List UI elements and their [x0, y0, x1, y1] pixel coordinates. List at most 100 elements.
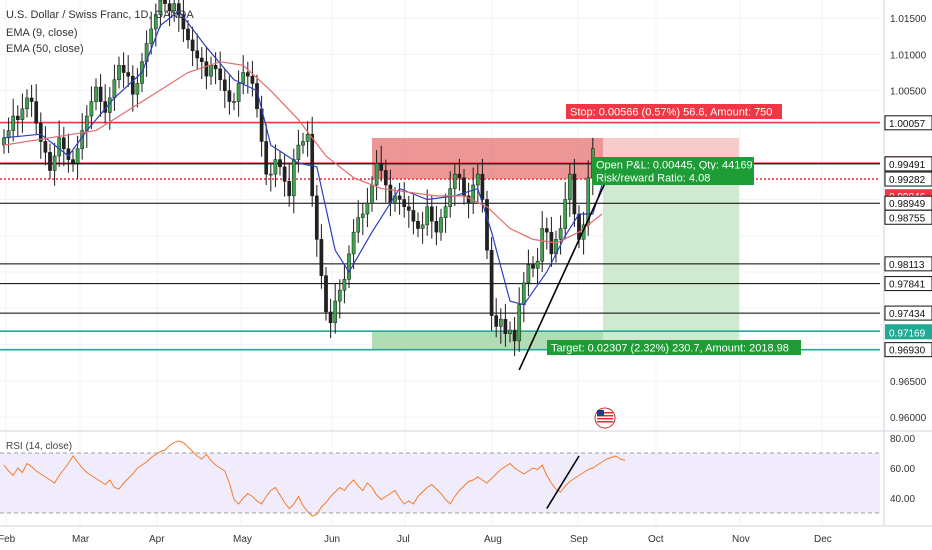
- candlestick-series: [2, 0, 595, 357]
- candle-body: [544, 228, 549, 233]
- rsi-legend: RSI (14, close): [6, 441, 73, 452]
- candle-body: [112, 79, 117, 99]
- candle-body: [429, 206, 434, 222]
- candle-body: [245, 72, 250, 77]
- pnl-label: Open P&L: 0.00445, Qty: 44169: [596, 160, 753, 172]
- candle-body: [287, 181, 292, 197]
- candle-body: [314, 195, 319, 240]
- price-axis[interactable]: 1.01500 1.01000 1.00500 0.96500 0.96000 1.000…: [883, 0, 932, 525]
- price-tag-label: 0.98949: [889, 199, 926, 210]
- time-tick-label: Feb: [0, 534, 16, 545]
- candle-body: [475, 173, 480, 186]
- candle-body: [503, 318, 508, 334]
- candle-body: [11, 115, 16, 131]
- candle-body: [416, 221, 420, 229]
- candle-body: [370, 184, 374, 204]
- candle-body: [531, 264, 535, 269]
- candle-body: [121, 65, 126, 73]
- candle-body: [301, 141, 305, 146]
- target-label-bg: [547, 340, 801, 355]
- us-flag-event-icon[interactable]: [594, 407, 616, 429]
- candle-body: [117, 65, 121, 81]
- flag-canton: [597, 410, 604, 416]
- candle-body: [508, 329, 512, 334]
- candle-body: [572, 173, 577, 215]
- trendline: [518, 159, 617, 371]
- candle-body: [89, 101, 94, 117]
- price-tag-label: 0.98113: [889, 260, 925, 271]
- candle-body: [291, 159, 296, 197]
- candle-body: [98, 86, 103, 102]
- candle-body: [494, 315, 499, 327]
- rsi-line: [3, 440, 626, 517]
- candle-body: [190, 39, 195, 52]
- stop-label-bg: [566, 104, 782, 119]
- price-tag-bg: [884, 256, 932, 272]
- candle-body: [517, 304, 522, 342]
- ema9-line: [3, 10, 603, 306]
- ema50-line: [3, 61, 603, 244]
- candle-body: [521, 282, 526, 305]
- candle-body: [374, 162, 379, 186]
- flag-stripe: [597, 415, 613, 417]
- time-tick-label: May: [233, 534, 252, 545]
- candle-body: [452, 173, 457, 189]
- candle-body: [2, 137, 6, 146]
- candle-body: [158, 0, 163, 15]
- candle-body: [466, 195, 471, 204]
- candle-body: [268, 173, 273, 176]
- candle-body: [38, 123, 43, 142]
- time-axis[interactable]: Feb Mar Apr May Jun Jul Aug Sep Oct Nov Dec: [0, 525, 932, 545]
- candle-body: [52, 155, 57, 171]
- stop-zone-left: [372, 137, 603, 180]
- candle-body: [535, 260, 540, 269]
- candle-body: [439, 217, 443, 233]
- candle-body: [425, 206, 430, 226]
- price-tick-label: 1.01000: [890, 50, 927, 61]
- candle-body: [20, 108, 25, 120]
- time-tick-label: Jul: [397, 534, 410, 545]
- candle-body: [305, 133, 310, 142]
- price-tag-bg: [884, 156, 932, 172]
- position-labels[interactable]: Stop: 0.00566 (0.57%) 56.6, Amount: 750 O…: [547, 104, 801, 355]
- candle-body: [227, 90, 232, 102]
- candle-body: [296, 144, 301, 160]
- candle-body: [195, 50, 200, 59]
- candle-body: [250, 75, 255, 84]
- candle-body: [186, 28, 190, 41]
- candle-body: [567, 173, 572, 200]
- candle-body: [342, 279, 347, 291]
- price-tick-label: 1.00500: [890, 87, 927, 98]
- target-label: Target: 0.02307 (2.32%) 230.7, Amount: 2…: [551, 343, 789, 355]
- candle-body: [434, 221, 439, 233]
- candle-body: [15, 115, 20, 120]
- candle-body: [130, 75, 135, 95]
- candle-body: [232, 101, 236, 103]
- price-tag-bg: [884, 115, 932, 131]
- price-tag-bg: [884, 305, 932, 321]
- price-tag-label: 0.96930: [889, 346, 926, 357]
- candle-body: [351, 231, 356, 255]
- target-zone: [603, 179, 739, 347]
- price-tag-label: 0.98755: [889, 213, 926, 224]
- trendline-drawings[interactable]: [518, 159, 617, 371]
- candle-body: [411, 210, 416, 222]
- candle-body: [209, 65, 213, 77]
- candle-body: [218, 68, 223, 81]
- price-tag-label: 1.00057: [889, 119, 926, 130]
- time-tick-label: Sep: [570, 534, 588, 545]
- candle-body: [310, 133, 315, 197]
- candle-body: [126, 72, 131, 77]
- price-tag-bg: [884, 276, 932, 292]
- candle-body: [61, 137, 66, 149]
- candle-body: [163, 0, 167, 4]
- candle-body: [181, 14, 186, 30]
- candle-body: [420, 224, 425, 229]
- candle-body: [264, 141, 269, 175]
- candle-body: [135, 83, 140, 95]
- price-tag-label: 0.97169: [889, 328, 926, 339]
- candle-body: [383, 170, 388, 186]
- time-tick-label: Jun: [324, 534, 340, 545]
- price-tick-label: 0.96000: [890, 413, 927, 424]
